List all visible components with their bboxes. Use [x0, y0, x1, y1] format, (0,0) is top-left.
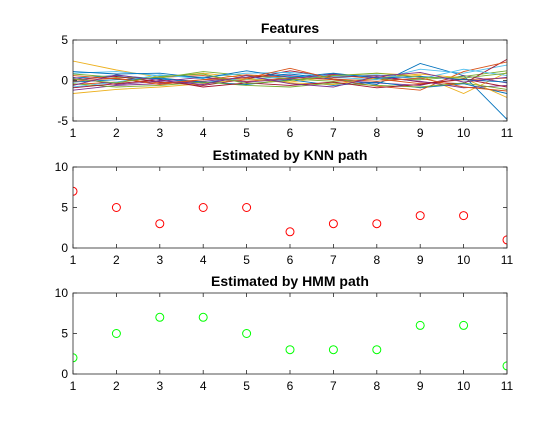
knn-x-tick-label-3: 3	[156, 253, 163, 267]
features-x-tick-label-4: 4	[200, 126, 207, 140]
features-data	[73, 59, 507, 120]
hmm-data-point-4	[198, 312, 208, 322]
knn-plot-area	[73, 167, 507, 248]
knn-y-tick-label-10: 10	[55, 160, 69, 174]
hmm-x-tick-label-1: 1	[70, 379, 77, 393]
feature-series-line-18	[73, 71, 507, 88]
hmm-data-point-8	[372, 345, 382, 355]
knn-data-point-3	[155, 219, 165, 229]
hmm-x-tick-label-10: 10	[457, 379, 471, 393]
hmm-data	[73, 312, 507, 371]
knn-x-tick-label-6: 6	[287, 253, 294, 267]
hmm-y-tick-label-5: 5	[61, 327, 68, 341]
hmm-data-point-3	[155, 312, 165, 322]
feature-series-line-14	[73, 78, 507, 89]
hmm-x-tick-label-7: 7	[330, 379, 337, 393]
hmm-x-tick-label-11: 11	[501, 379, 514, 393]
knn-x-tick-label-7: 7	[330, 253, 337, 267]
features-x-tick-label-5: 5	[243, 126, 250, 140]
knn-data-point-6	[285, 227, 295, 237]
hmm-x-tick-label-4: 4	[200, 379, 207, 393]
knn-x-tick-label-2: 2	[113, 253, 120, 267]
features-x-tick-label-1: 1	[70, 126, 77, 140]
feature-series-line-6	[73, 64, 507, 88]
feature-series-line-3	[73, 60, 507, 94]
feature-series-line-12	[73, 81, 507, 90]
features-x-tick-label-8: 8	[373, 126, 380, 140]
features-y-tick-label-0: 0	[61, 74, 68, 88]
hmm-data-point-5	[242, 329, 252, 338]
features-x-tick-label-3: 3	[156, 126, 163, 140]
knn-data-point-1	[73, 186, 78, 196]
knn-x-tick-label-11: 11	[501, 253, 514, 267]
knn-data-point-8	[372, 219, 382, 229]
hmm-plot-area	[73, 293, 507, 374]
features-x-tick-label-6: 6	[287, 126, 294, 140]
knn-title: Estimated by KNN path	[213, 147, 368, 163]
knn-y-tick-label-5: 5	[61, 201, 68, 215]
features-y-tick-label-5: 5	[61, 33, 68, 47]
features-x-tick-label-9: 9	[417, 126, 424, 140]
hmm-y-tick-label-10: 10	[55, 286, 69, 300]
hmm-path-axes: 1 2 3 4 5 6 7 8 9 10 11 0 5 10 Estimated by HMM path	[55, 273, 514, 393]
hmm-data-point-10	[459, 320, 469, 330]
hmm-x-tick-label-8: 8	[373, 379, 380, 393]
hmm-data-point-9	[415, 320, 425, 330]
knn-x-tick-label-5: 5	[243, 253, 250, 267]
features-y-tick-label--5: -5	[57, 114, 68, 128]
hmm-x-tick-label-9: 9	[417, 379, 424, 393]
feature-series-line-4	[73, 75, 507, 91]
knn-data	[73, 186, 507, 245]
knn-x-tick-label-4: 4	[200, 253, 207, 267]
hmm-data-point-6	[285, 345, 295, 355]
knn-data-point-2	[111, 203, 121, 212]
hmm-y-tick-label-0: 0	[61, 367, 68, 381]
knn-data-point-7	[328, 219, 338, 229]
hmm-data-point-11	[502, 361, 507, 371]
feature-series-line-16	[73, 67, 507, 92]
hmm-data-point-2	[111, 329, 121, 338]
knn-x-tick-label-9: 9	[417, 253, 424, 267]
knn-data-point-4	[198, 203, 208, 212]
knn-path-axes: 1 2 3 4 5 6 7 8 9 10 11 0 5 10 Estimated by KNN path	[55, 147, 514, 267]
knn-x-tick-label-8: 8	[373, 253, 380, 267]
hmm-x-tick-label-2: 2	[113, 379, 120, 393]
features-x-tick-label-11: 11	[501, 126, 514, 140]
hmm-title: Estimated by HMM path	[211, 273, 369, 289]
knn-x-tick-label-1: 1	[70, 253, 77, 267]
knn-y-tick-label-0: 0	[61, 241, 68, 255]
knn-x-tick-label-10: 10	[457, 253, 471, 267]
features-title: Features	[261, 20, 320, 36]
features-x-tick-label-10: 10	[457, 126, 471, 140]
knn-data-point-5	[242, 203, 252, 212]
hmm-data-point-7	[328, 345, 338, 355]
hmm-data-point-1	[73, 353, 78, 363]
knn-data-point-10	[459, 211, 469, 221]
features-x-tick-label-7: 7	[330, 126, 337, 140]
hmm-x-tick-label-6: 6	[287, 379, 294, 393]
features-axes: 1 2 3 4 5 6 7 8 9 10 11 -5 0 5 Features	[57, 20, 513, 140]
knn-data-point-9	[415, 211, 425, 221]
features-x-tick-label-2: 2	[113, 126, 120, 140]
hmm-x-tick-label-3: 3	[156, 379, 163, 393]
knn-data-point-11	[502, 235, 507, 245]
hmm-x-tick-label-5: 5	[243, 379, 250, 393]
